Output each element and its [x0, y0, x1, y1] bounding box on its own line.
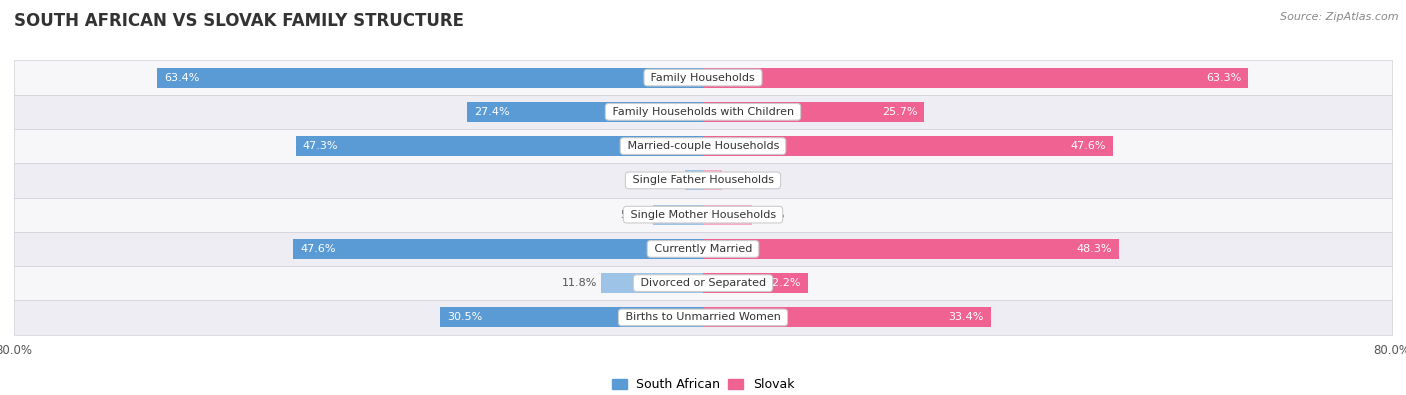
- Text: 5.8%: 5.8%: [620, 210, 648, 220]
- Text: 12.2%: 12.2%: [766, 278, 801, 288]
- Bar: [292, 239, 703, 259]
- Text: 63.4%: 63.4%: [165, 73, 200, 83]
- Bar: [703, 68, 1249, 88]
- Text: 30.5%: 30.5%: [447, 312, 482, 322]
- Bar: [652, 205, 703, 225]
- Bar: [602, 273, 703, 293]
- Text: Family Households with Children: Family Households with Children: [609, 107, 797, 117]
- Bar: [703, 136, 1114, 156]
- Text: Births to Unmarried Women: Births to Unmarried Women: [621, 312, 785, 322]
- Text: 5.7%: 5.7%: [756, 210, 785, 220]
- Bar: [703, 102, 924, 122]
- Text: 2.2%: 2.2%: [727, 175, 755, 185]
- Text: Currently Married: Currently Married: [651, 244, 755, 254]
- Bar: [703, 273, 808, 293]
- Text: 48.3%: 48.3%: [1077, 244, 1112, 254]
- Legend: South African, Slovak: South African, Slovak: [606, 373, 800, 395]
- Text: Single Mother Households: Single Mother Households: [627, 210, 779, 220]
- Text: 33.4%: 33.4%: [949, 312, 984, 322]
- Text: Married-couple Households: Married-couple Households: [624, 141, 782, 151]
- Bar: [440, 307, 703, 327]
- Text: 2.1%: 2.1%: [652, 175, 681, 185]
- Bar: [14, 198, 1392, 232]
- Text: Divorced or Separated: Divorced or Separated: [637, 278, 769, 288]
- Bar: [703, 307, 991, 327]
- Bar: [14, 163, 1392, 198]
- Text: 47.6%: 47.6%: [1070, 141, 1107, 151]
- Bar: [295, 136, 703, 156]
- Text: 11.8%: 11.8%: [562, 278, 598, 288]
- Text: Family Households: Family Households: [647, 73, 759, 83]
- Bar: [467, 102, 703, 122]
- Text: SOUTH AFRICAN VS SLOVAK FAMILY STRUCTURE: SOUTH AFRICAN VS SLOVAK FAMILY STRUCTURE: [14, 12, 464, 30]
- Text: 25.7%: 25.7%: [882, 107, 918, 117]
- Bar: [685, 170, 703, 190]
- Bar: [14, 95, 1392, 129]
- Text: 47.3%: 47.3%: [302, 141, 337, 151]
- Text: Single Father Households: Single Father Households: [628, 175, 778, 185]
- Bar: [14, 60, 1392, 95]
- Bar: [157, 68, 703, 88]
- Text: 47.6%: 47.6%: [299, 244, 336, 254]
- Text: 27.4%: 27.4%: [474, 107, 509, 117]
- Bar: [703, 239, 1119, 259]
- Text: Source: ZipAtlas.com: Source: ZipAtlas.com: [1281, 12, 1399, 22]
- Bar: [703, 170, 721, 190]
- Bar: [14, 129, 1392, 163]
- Bar: [703, 205, 752, 225]
- Bar: [14, 300, 1392, 335]
- Bar: [14, 232, 1392, 266]
- Text: 63.3%: 63.3%: [1206, 73, 1241, 83]
- Bar: [14, 266, 1392, 300]
